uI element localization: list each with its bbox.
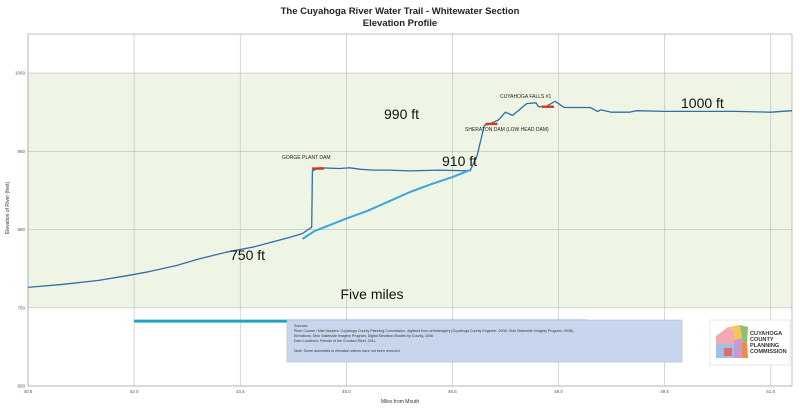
y-tick-label: 650 xyxy=(17,384,25,389)
y-tick-labels: 650 750 850 950 1050 xyxy=(15,71,26,389)
x-tick-label: 43.5 xyxy=(236,389,245,394)
chart-subtitle: Elevation Profile xyxy=(363,18,437,29)
sources-box: Sources: River Course / Mile Markers: Cu… xyxy=(286,319,683,363)
annotation-cuyahoga-falls: CUYAHOGA FALLS #1 xyxy=(500,94,552,100)
scale-bar-label: Five miles xyxy=(340,286,403,302)
sources-line-3: Elevations: Ohio Statewide Imagery Progr… xyxy=(294,334,433,338)
sources-box-bg xyxy=(286,319,683,363)
secondary-profile-line xyxy=(301,169,471,240)
y-tick-label: 750 xyxy=(17,305,25,310)
county-map-icon xyxy=(716,325,748,358)
annotation-sheraton-dam: SHERATON DAM (LOW HEAD DAM) xyxy=(465,127,549,133)
x-tick-label: 45.0 xyxy=(342,389,351,394)
annotation-750-ft: 750 ft xyxy=(230,247,265,263)
sources-line-1: Sources: xyxy=(294,324,308,328)
x-tick-label: 48.0 xyxy=(554,389,563,394)
logo-text-1: CUYAHOGA xyxy=(750,331,782,337)
logo-text-2: COUNTY xyxy=(750,337,774,343)
x-tick-labels: 40.5 42.0 43.5 45.0 46.5 48.0 49.5 51.0 xyxy=(24,389,776,394)
plot-border xyxy=(27,33,793,387)
x-axis-label: Miles from Mouth xyxy=(381,399,420,405)
x-tick-label: 46.5 xyxy=(448,389,457,394)
annotation-1000-ft: 1000 ft xyxy=(681,95,724,111)
annotation-990-ft: 990 ft xyxy=(384,106,419,122)
chart-title: The Cuyahoga River Water Trail - Whitewa… xyxy=(281,6,520,17)
sources-line-4: Dam Locations: Friends of the Crooked Ri… xyxy=(294,339,376,343)
logo-text-4: COMMISSION xyxy=(750,349,787,355)
river-profile-line xyxy=(27,100,793,289)
series-lines xyxy=(27,100,793,289)
dam-markers xyxy=(312,105,554,170)
sources-line-2: River Course / Mile Markers: Cuyahoga Co… xyxy=(294,329,574,333)
ccpc-logo: CUYAHOGA COUNTY PLANNING COMMISSION xyxy=(709,319,791,366)
x-tick-label: 49.5 xyxy=(660,389,669,394)
sources-note: Note: Some anomalies in elevation values… xyxy=(294,349,401,353)
logo-text-3: PLANNING xyxy=(750,343,779,349)
x-tick-label: 42.0 xyxy=(130,389,139,394)
y-tick-label: 950 xyxy=(17,149,25,154)
x-tick-label: 51.0 xyxy=(766,389,775,394)
y-tick-label: 850 xyxy=(17,227,25,232)
annotation-gorge-plant-dam: GORGE PLANT DAM xyxy=(282,155,331,161)
y-tick-label: 1050 xyxy=(15,71,26,76)
annotation-910-ft: 910 ft xyxy=(442,153,477,169)
x-tick-label: 40.5 xyxy=(24,389,33,394)
y-axis-label: Elevation of River (feet) xyxy=(5,182,11,235)
